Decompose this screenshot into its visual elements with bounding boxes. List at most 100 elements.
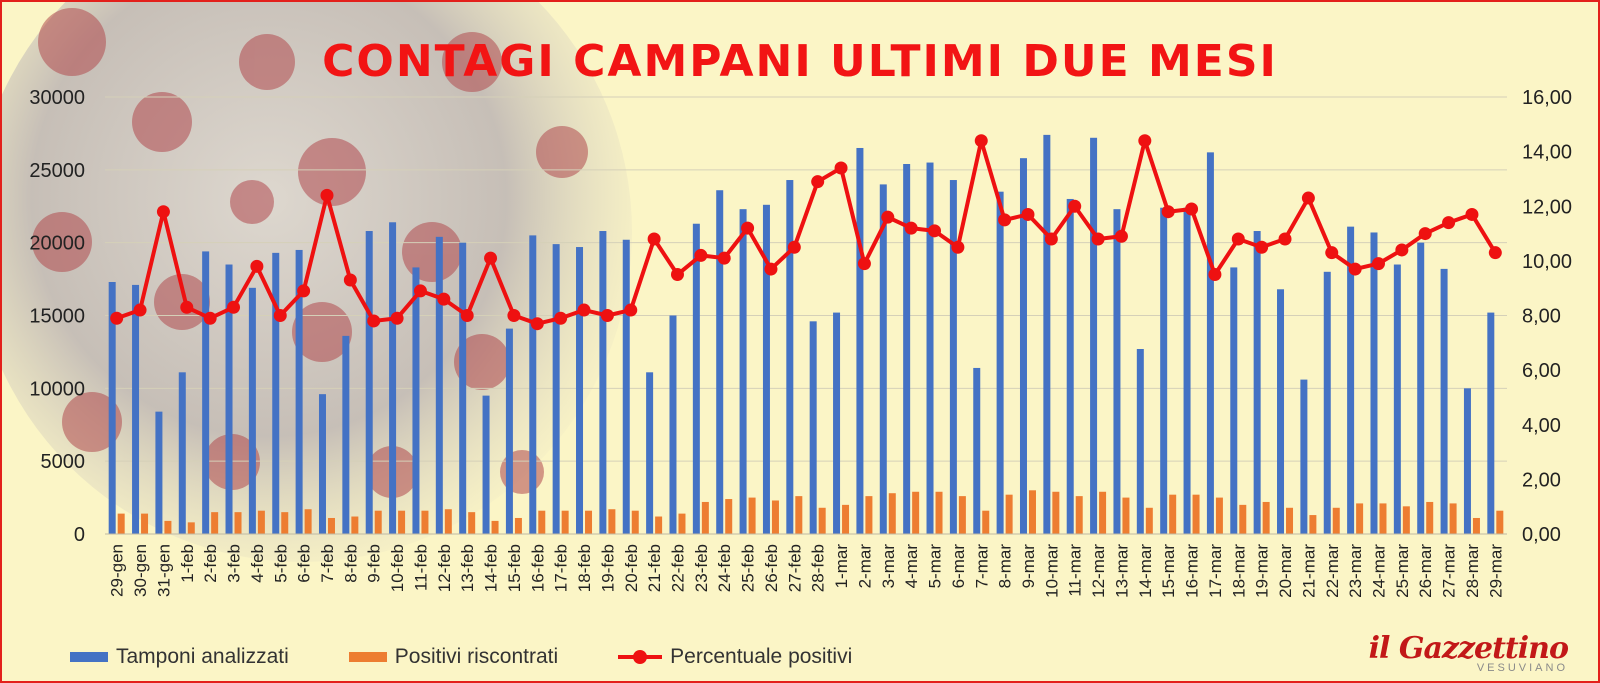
x-tick-label: 14-feb [482,544,501,592]
x-tick-label: 10-mar [1042,544,1061,598]
bar-tamponi [739,209,747,534]
x-tick-label: 26-feb [762,544,781,592]
point-percentuale [437,292,451,306]
bar-positivi [701,501,709,534]
bar-tamponi [318,394,326,534]
logo-name: il Gazzettino [1368,631,1569,666]
bar-tamponi [225,264,233,534]
bar-tamponi [1090,137,1098,534]
bar-positivi [1402,506,1410,534]
point-percentuale [764,262,778,276]
point-percentuale [507,309,521,322]
point-percentuale [741,221,755,235]
bar-positivi [561,510,569,534]
chart-title: CONTAGI CAMPANI ULTIMI DUE MESI [322,36,1278,87]
bar-tamponi [295,249,303,534]
point-percentuale [484,251,498,265]
bar-positivi [468,512,476,534]
x-tick-label: 29-mar [1486,544,1505,598]
point-percentuale [1325,246,1339,260]
bar-tamponi [1019,158,1027,534]
bar-tamponi [599,231,607,534]
bar-tamponi [365,231,373,534]
y-right-tick-label: 10,00 [1522,251,1572,273]
bar-positivi [1075,496,1083,534]
bar-positivi [655,516,663,534]
bar-tamponi [342,335,350,534]
x-tick-label: 13-feb [458,544,477,592]
x-tick-label: 13-mar [1112,544,1131,598]
bar-positivi [725,499,733,534]
bar-tamponi [903,164,911,535]
bar-tamponi [926,162,934,535]
x-tick-label: 21-mar [1299,544,1318,598]
bar-tamponi [1487,312,1495,534]
bar-positivi [257,510,265,534]
x-tick-label: 4-feb [248,544,267,583]
bar-positivi [958,496,966,534]
point-percentuale [1068,199,1082,213]
y-left-tick-label: 30000 [29,87,85,109]
bar-positivi [398,510,406,534]
bar-positivi [818,507,826,534]
bar-positivi [842,504,850,534]
bar-positivi [1426,501,1434,534]
bar-tamponi [389,222,397,535]
logo-subtitle: VESUVIANO [1476,662,1568,674]
x-tick-label: 19-feb [598,544,617,592]
bar-positivi [1099,491,1107,534]
bar-positivi [608,509,616,534]
x-tick-label: 5-mar [926,544,945,589]
bar-tamponi [1043,134,1051,534]
bar-positivi [748,497,756,534]
bar-tamponi [879,184,887,534]
x-tick-label: 12-mar [1089,544,1108,598]
x-tick-label: 24-mar [1369,544,1388,598]
y-right-tick-label: 8,00 [1522,306,1561,328]
point-percentuale [203,311,217,325]
bar-positivi [585,510,593,534]
point-percentuale [811,175,825,189]
x-tick-label: 27-feb [785,544,804,592]
bar-positivi [211,512,219,534]
point-percentuale [974,134,988,148]
x-tick-label: 11-feb [411,544,430,591]
y-right-tick-label: 2,00 [1522,469,1561,491]
point-percentuale [297,284,311,298]
y-right-tick-label: 14,00 [1522,142,1572,164]
point-percentuale [227,300,241,314]
bar-positivi [1145,507,1153,534]
bar-positivi [117,513,125,534]
x-tick-label: 9-feb [365,544,384,583]
bar-positivi [421,510,429,534]
x-tick-label: 20-feb [622,544,641,592]
y-right-tick-label: 0,00 [1522,524,1561,546]
bar-tamponi [762,204,770,534]
bar-tamponi [552,244,560,534]
point-percentuale [1465,207,1479,221]
point-percentuale [1395,243,1409,257]
point-percentuale [1231,232,1245,246]
bar-positivi [678,513,686,534]
bar-positivi [1005,494,1013,534]
bar-positivi [1496,510,1504,534]
bar-tamponi [973,367,981,534]
bar-tamponi [248,287,256,534]
point-percentuale [1161,205,1175,219]
bar-positivi [514,517,522,534]
legend-swatch-tamponi [70,652,108,662]
y-right-tick-label: 4,00 [1522,415,1561,437]
bar-positivi [1356,503,1364,534]
point-percentuale [554,311,568,325]
bar-positivi [888,493,896,534]
bar-tamponi [202,251,210,534]
y-right-tick-label: 16,00 [1522,87,1572,109]
x-tick-label: 3-feb [225,544,244,583]
bar-tamponi [1253,231,1261,534]
bar-tamponi [856,147,864,534]
bar-positivi [1028,490,1036,534]
point-percentuale [1278,232,1292,246]
bar-positivi [1379,503,1387,534]
bar-tamponi [1463,388,1471,534]
